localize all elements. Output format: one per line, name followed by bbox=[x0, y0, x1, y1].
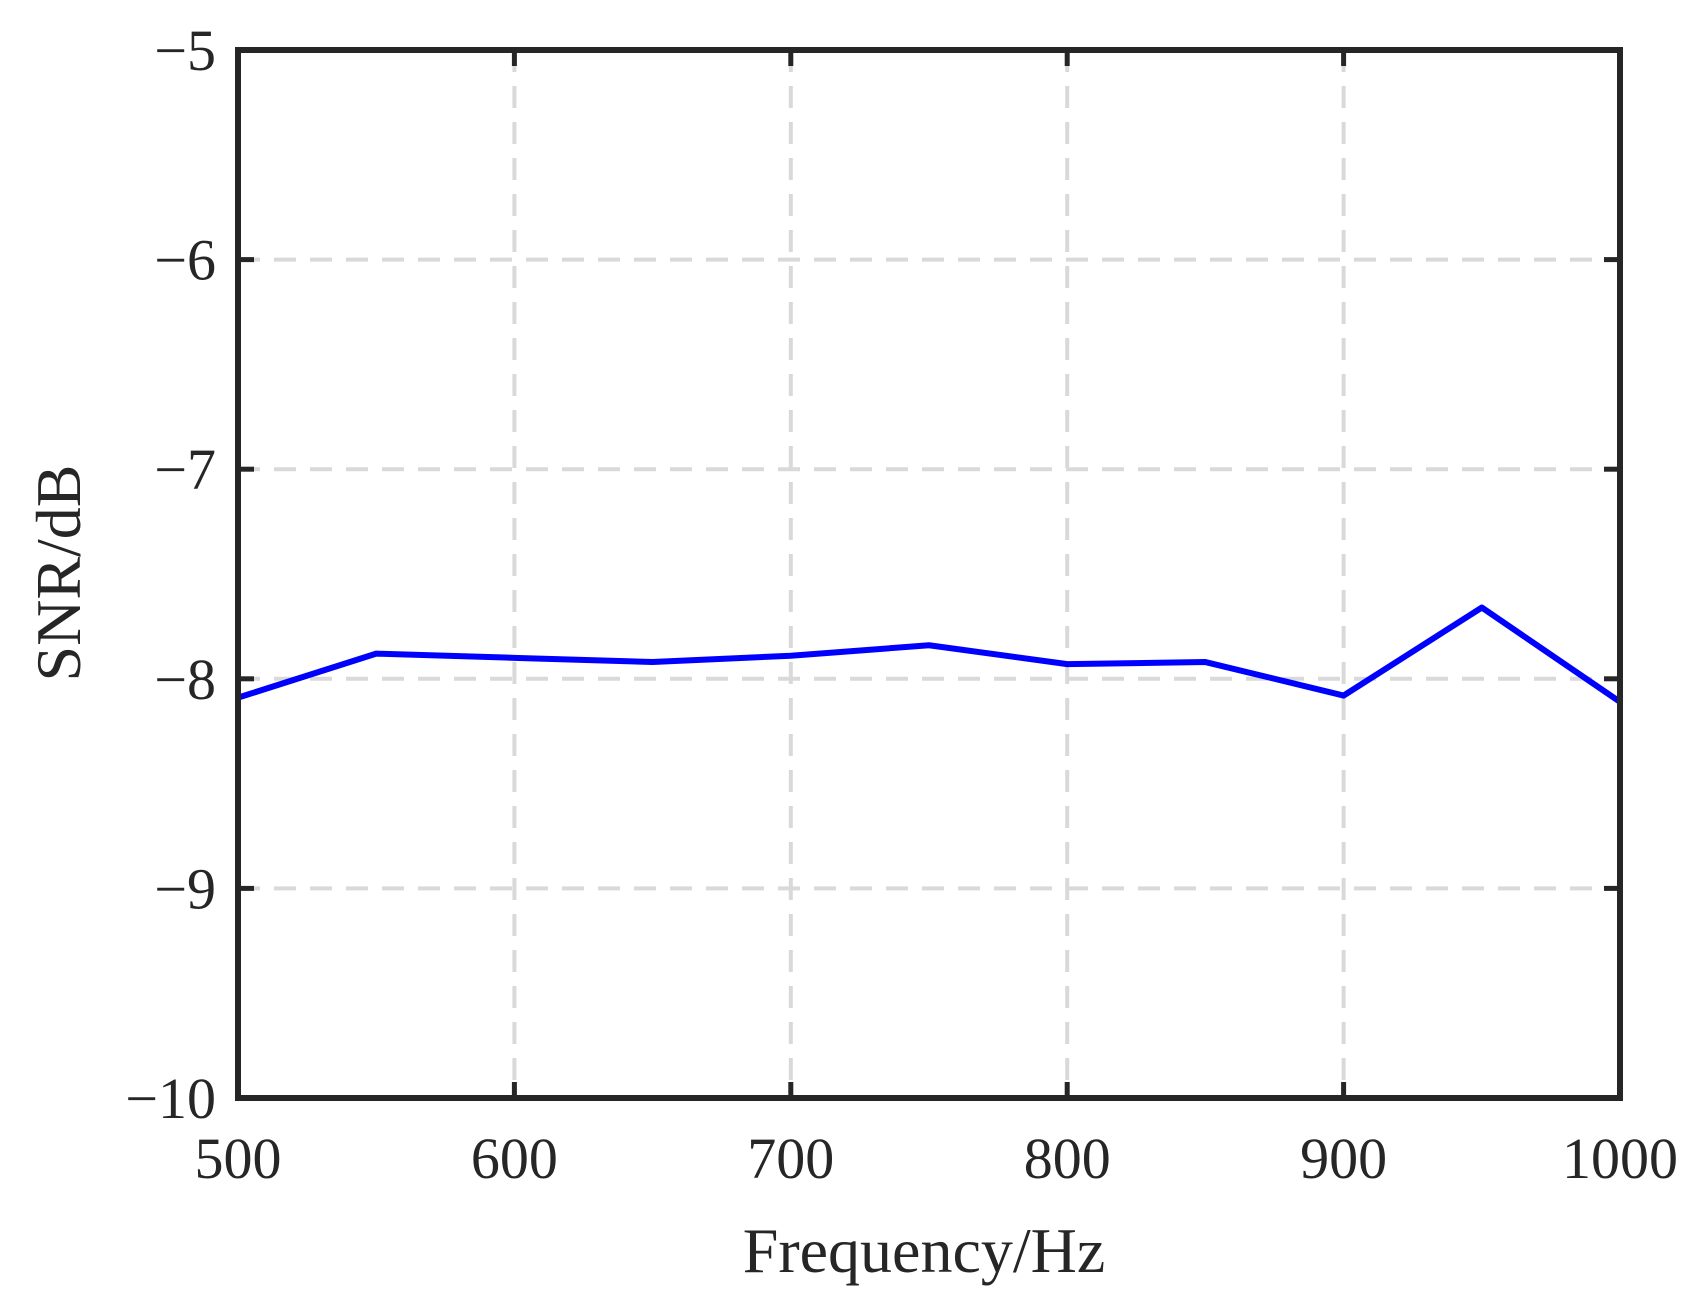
x-tick-label: 1000 bbox=[1562, 1126, 1678, 1191]
x-axis-label: Frequency/Hz bbox=[743, 1215, 1106, 1286]
plot-frame bbox=[235, 47, 1623, 1101]
x-axis-ticks: 500 600 700 800 900 1000 bbox=[195, 50, 1678, 1191]
y-tick-label: −5 bbox=[154, 18, 216, 83]
x-tick-label: 900 bbox=[1300, 1126, 1387, 1191]
y-tick-label: −10 bbox=[125, 1066, 216, 1131]
y-axis-ticks: −10 −9 −8 −7 −6 −5 bbox=[125, 18, 1620, 1131]
y-tick-label: −6 bbox=[154, 228, 216, 293]
axes-frame bbox=[235, 47, 1623, 1101]
series-layer bbox=[235, 604, 1623, 705]
y-tick-label: −9 bbox=[154, 856, 216, 921]
x-tick-label: 700 bbox=[747, 1126, 834, 1191]
y-tick-label: −7 bbox=[154, 437, 216, 502]
series-line bbox=[235, 604, 1623, 705]
y-axis-label: SNR/dB bbox=[23, 465, 94, 682]
x-tick-label: 600 bbox=[471, 1126, 558, 1191]
grid-lines bbox=[238, 50, 1620, 1098]
x-tick-label: 500 bbox=[195, 1126, 282, 1191]
x-tick-label: 800 bbox=[1024, 1126, 1111, 1191]
y-tick-label: −8 bbox=[154, 647, 216, 712]
